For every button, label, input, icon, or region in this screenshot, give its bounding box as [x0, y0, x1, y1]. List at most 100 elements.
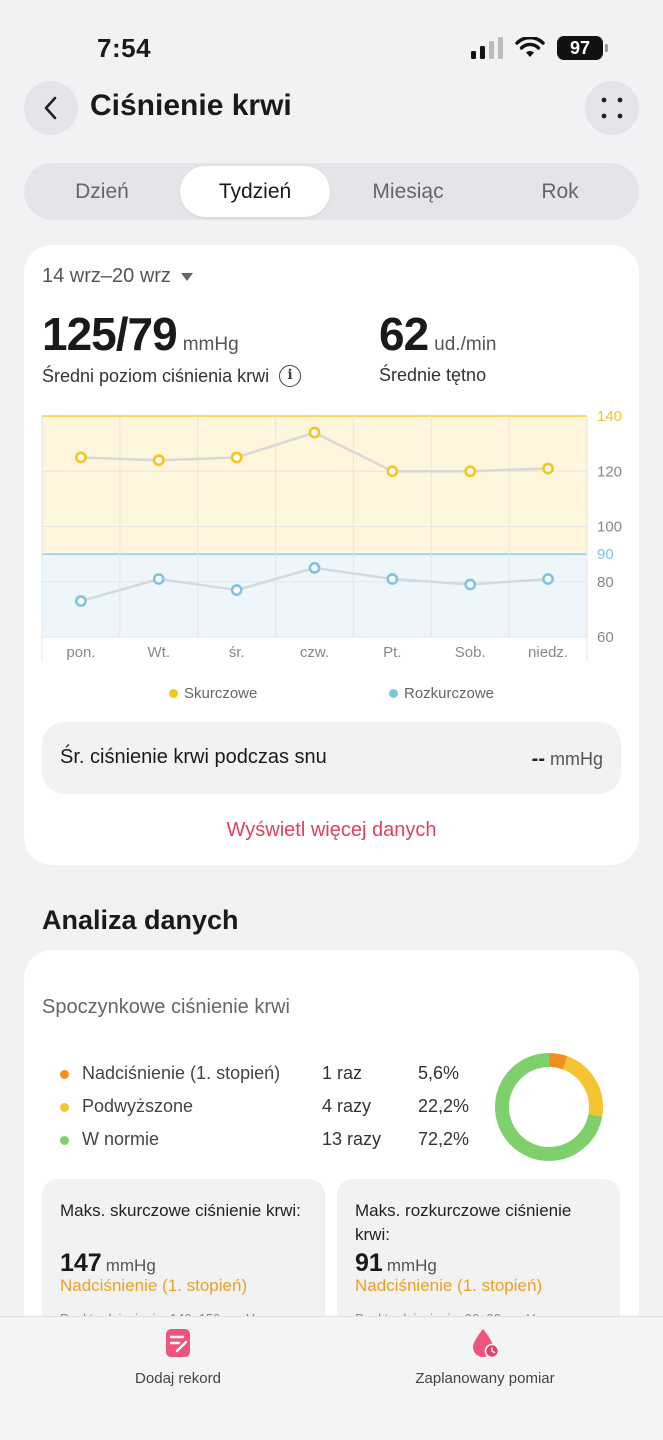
more-grid-icon — [601, 97, 623, 119]
stat-name: Nadciśnienie (1. stopień) — [82, 1063, 281, 1083]
data-point — [75, 451, 87, 464]
battery-indicator: 97 — [557, 36, 608, 60]
status-icons: 97 — [471, 36, 608, 60]
data-point — [230, 584, 243, 596]
analysis-card: Spoczynkowe ciśnienie krwi Nadciśnienie … — [24, 950, 639, 1370]
add-record-button[interactable]: Dodaj rekord — [68, 1327, 288, 1387]
stat-count: 13 razy — [322, 1129, 382, 1149]
y-tick-label: 60 — [597, 629, 614, 646]
y-tick-label: 120 — [597, 463, 622, 480]
stat-row-normal: W normie 13 razy 72,2% — [60, 1127, 490, 1155]
info-icon[interactable]: i — [279, 365, 302, 387]
sleep-bp-dashes: -- — [531, 748, 545, 770]
max-diastolic-status: Nadciśnienie (1. stopień) — [355, 1276, 543, 1295]
bp-chart[interactable]: 60 80 90 100 120 140 pon. Wt. śr. czw. Pt. Sob. nied… — [24, 408, 639, 670]
data-point — [386, 573, 399, 585]
max-systolic-value: 147 — [60, 1249, 102, 1277]
max-systolic-title: Maks. skurczowe ciśnienie krwi: — [60, 1201, 301, 1220]
stat-count: 1 raz — [322, 1063, 363, 1083]
y-tick-label: 140 — [597, 410, 622, 425]
legend-diastolic: Rozkurczowe — [389, 685, 494, 702]
legend-diastolic-label: Rozkurczowe — [404, 685, 495, 702]
add-record-icon — [166, 1329, 190, 1357]
x-tick-label: Pt. — [383, 644, 401, 661]
bp-label-group: Średni poziom ciśnienia krwi i — [42, 365, 302, 387]
stat-percent: 72,2% — [418, 1129, 470, 1149]
x-tick-label: pon. — [66, 644, 95, 661]
max-diastolic-title: Maks. rozkurczowe ciśnienie krwi: — [355, 1201, 572, 1244]
data-point — [464, 465, 477, 478]
y-tick-label: 80 — [597, 574, 614, 591]
more-options-button[interactable] — [585, 81, 639, 135]
scheduled-measurement-label: Zaplanowany pomiar — [415, 1370, 555, 1387]
analysis-section-title: Analiza danych — [42, 905, 239, 935]
legend-systolic-label: Skurczowe — [184, 685, 258, 702]
pulse-label: Średnie tętno — [379, 365, 487, 385]
stat-name: Podwyższone — [82, 1096, 194, 1116]
bp-unit: mmHg — [182, 334, 239, 355]
pulse-label-group: Średnie tętno — [379, 365, 486, 386]
legend-systolic-dot — [169, 689, 178, 698]
view-more-link[interactable]: Wyświetl więcej danych — [226, 819, 437, 841]
data-point — [386, 465, 399, 478]
max-systolic-value-group: 147 mmHg — [60, 1249, 156, 1278]
bp-value-group: 125/79 mmHg — [42, 307, 239, 361]
stat-dot — [60, 1136, 69, 1145]
status-time: 7:54 — [97, 33, 152, 63]
data-point — [464, 578, 477, 591]
x-tick-label: Wt. — [148, 644, 171, 661]
bp-label: Średni poziom ciśnienia krwi — [42, 365, 270, 386]
data-point — [542, 573, 554, 585]
tab-day[interactable]: Dzień — [75, 180, 129, 203]
donut-segment — [495, 1053, 603, 1161]
x-tick-label: śr. — [229, 644, 245, 661]
tab-year[interactable]: Rok — [541, 180, 579, 203]
sleep-bp-label: Śr. ciśnienie krwi podczas snu — [60, 746, 327, 768]
stat-row-elevated: Podwyższone 4 razy 22,2% — [60, 1094, 490, 1122]
max-diastolic-value-group: 91 mmHg — [355, 1249, 437, 1278]
data-point — [230, 451, 243, 464]
tab-month[interactable]: Miesiąc — [372, 180, 444, 203]
x-tick-label: niedz. — [528, 644, 568, 661]
stat-dot — [60, 1070, 69, 1079]
bp-chart-svg: 60 80 90 100 120 140 pon. Wt. śr. czw. Pt. Sob. nied… — [41, 408, 622, 661]
chart-legend: Skurczowe Rozkurczowe — [24, 685, 639, 705]
data-point — [152, 573, 165, 585]
page-title: Ciśnienie krwi — [90, 89, 292, 122]
data-point — [152, 454, 165, 467]
period-tabs: Dzień Tydzień Miesiąc Rok — [24, 163, 639, 220]
legend-systolic: Skurczowe — [169, 685, 257, 702]
distribution-donut-chart — [495, 1053, 603, 1161]
caret-down-icon — [180, 272, 193, 281]
stat-percent: 5,6% — [418, 1063, 460, 1083]
scheduled-measurement-button[interactable]: Zaplanowany pomiar — [375, 1327, 595, 1387]
sleep-bp-row[interactable]: Śr. ciśnienie krwi podczas snu -- mmHg — [42, 722, 621, 794]
status-bar: 7:54 97 — [0, 0, 663, 90]
tab-week[interactable]: Tydzień — [180, 166, 330, 217]
max-systolic-unit: mmHg — [105, 1256, 156, 1275]
signal-icon — [471, 37, 503, 59]
data-point — [308, 562, 321, 574]
pulse-value: 62 — [379, 308, 429, 360]
x-tick-label: czw. — [300, 644, 329, 661]
analysis-title: Spoczynkowe ciśnienie krwi — [42, 996, 290, 1018]
max-diastolic-unit: mmHg — [386, 1256, 437, 1275]
stat-row-hypertension: Nadciśnienie (1. stopień) 1 raz 5,6% — [60, 1061, 490, 1089]
pulse-unit: ud./min — [434, 334, 497, 355]
stat-count: 4 razy — [322, 1096, 372, 1116]
chevron-left-icon — [44, 96, 57, 120]
chart-band — [42, 416, 587, 555]
back-button[interactable] — [24, 81, 78, 135]
data-point — [542, 462, 554, 475]
date-range-selector[interactable]: 14 wrz–20 wrz — [42, 265, 193, 288]
stat-name: W normie — [82, 1129, 160, 1149]
sleep-bp-value: -- mmHg — [532, 748, 603, 771]
max-systolic-status: Nadciśnienie (1. stopień) — [60, 1276, 248, 1295]
data-point — [75, 595, 87, 607]
donut-segment — [495, 1053, 603, 1161]
date-range-label: 14 wrz–20 wrz — [42, 265, 171, 287]
page-header: Ciśnienie krwi — [24, 81, 639, 135]
x-tick-label: Sob. — [455, 644, 486, 661]
wifi-icon — [515, 37, 545, 57]
data-point — [308, 426, 321, 439]
